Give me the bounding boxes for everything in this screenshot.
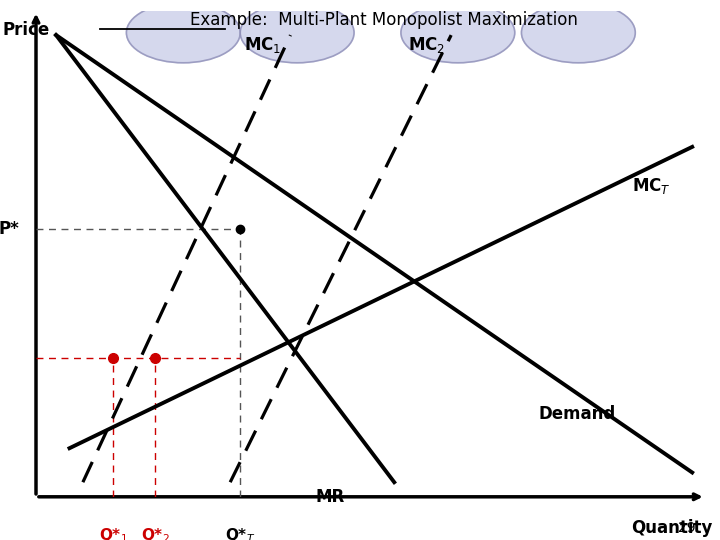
Text: P*: P* [0,220,19,239]
Ellipse shape [521,3,635,63]
Text: MC$_T$: MC$_T$ [632,176,671,196]
Text: Example:  Multi-Plant Monopolist Maximization: Example: Multi-Plant Monopolist Maximiza… [190,11,578,29]
Text: Demand: Demand [539,405,616,423]
Ellipse shape [127,3,240,63]
Ellipse shape [240,3,354,63]
Ellipse shape [401,3,515,63]
Text: Q*$_2$: Q*$_2$ [141,526,170,540]
Text: MC$_1$: MC$_1$ [243,35,281,55]
Text: 29: 29 [678,522,696,535]
Text: Quantity: Quantity [631,519,713,537]
Text: Q*$_1$: Q*$_1$ [99,526,127,540]
Text: MR: MR [316,488,346,506]
Text: MC$_2$: MC$_2$ [408,35,445,55]
Text: Price: Price [2,21,50,39]
Text: Q*$_T$: Q*$_T$ [225,526,256,540]
